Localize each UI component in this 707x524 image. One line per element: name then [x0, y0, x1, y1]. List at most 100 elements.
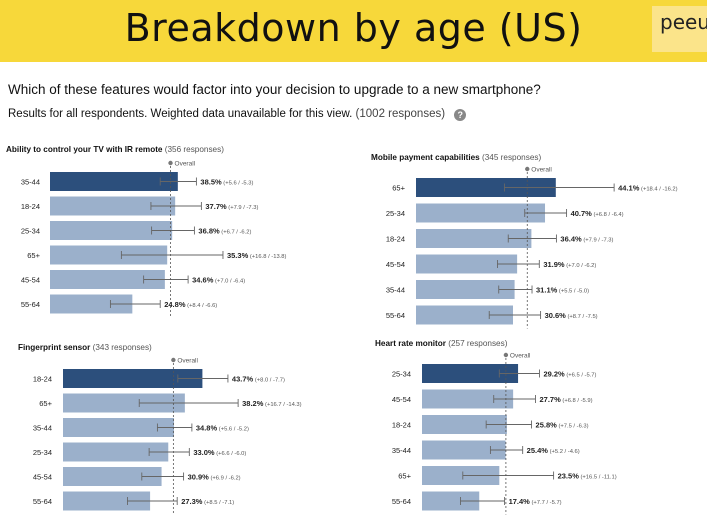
overall-label: Overall [175, 161, 196, 168]
age-label: 25-34 [21, 227, 40, 236]
value-percent: 29.2% [543, 370, 565, 379]
bar-45-54 [50, 270, 165, 289]
value-label: 36.8% (+6.7 / -6.2) [198, 227, 251, 236]
value-percent: 31.9% [543, 260, 565, 269]
age-label: 25-34 [33, 448, 52, 457]
age-label: 65+ [39, 399, 52, 408]
bar-25-34 [50, 221, 173, 240]
age-label: 35-44 [33, 424, 52, 433]
bar-65+ [422, 466, 500, 485]
bar-45-54 [422, 389, 514, 409]
value-label: 38.5% (+5.6 / -5.3) [200, 178, 253, 187]
value-percent: 27.3% [181, 497, 203, 506]
bar-45-54 [416, 254, 518, 274]
value-percent: 27.7% [540, 395, 562, 404]
age-label: 45-54 [392, 395, 411, 404]
chart-title-text: Heart rate monitor [375, 339, 447, 348]
error-label: (+7.0 / -6.4) [213, 279, 245, 285]
age-label: 65+ [392, 184, 405, 193]
chart-title-text: Mobile payment capabilities [371, 153, 480, 162]
overall-marker [168, 160, 173, 166]
chart-responses: (345 responses) [480, 153, 542, 162]
bar-65+ [63, 393, 185, 413]
bar-35-44 [50, 172, 178, 191]
age-label: 18-24 [386, 235, 405, 244]
value-label: 25.4% (+5.2 / -4.6) [527, 446, 580, 455]
value-label: 31.1% (+5.5 / -5.0) [536, 286, 589, 295]
bar-25-34 [63, 442, 169, 462]
overall-label: Overall [510, 353, 531, 360]
value-label: 38.2% (+16.7 / -14.3) [242, 399, 302, 408]
bar-18-24 [50, 196, 176, 216]
value-label: 27.7% (+6.8 / -5.9) [540, 395, 593, 404]
chart-title: Ability to control your TV with IR remot… [6, 145, 224, 154]
value-label: 44.1% (+18.4 / -16.2) [618, 184, 678, 193]
error-label: (+5.6 / -5.3) [222, 181, 254, 187]
error-label: (+7.5 / -6.3) [557, 424, 589, 430]
value-percent: 25.4% [527, 446, 549, 455]
value-label: 25.8% (+7.5 / -6.3) [536, 421, 589, 430]
bar-25-34 [422, 364, 519, 383]
value-label: 27.3% (+8.5 / -7.1) [181, 497, 234, 506]
value-label: 40.7% (+6.8 / -6.4) [571, 209, 624, 218]
bar-18-24 [416, 229, 532, 248]
value-label: 31.9% (+7.0 / -6.2) [543, 260, 596, 269]
results-note-text: Results for all respondents. Weighted da… [8, 108, 353, 120]
chart-title: Fingerprint sensor (343 responses) [18, 343, 152, 352]
error-label: (+8.5 / -7.1) [202, 500, 234, 506]
bar-18-24 [63, 369, 203, 388]
age-label: 55-64 [386, 311, 405, 320]
survey-question: Which of these features would factor int… [8, 82, 541, 97]
value-percent: 34.8% [196, 424, 218, 433]
value-label: 30.9% (+6.9 / -6.2) [188, 473, 241, 482]
value-percent: 25.8% [536, 421, 558, 430]
value-percent: 36.8% [198, 227, 220, 236]
overall-marker [525, 166, 530, 172]
value-percent: 36.4% [560, 235, 582, 244]
bar-65+ [50, 245, 168, 265]
error-label: (+7.0 / -6.2) [565, 263, 597, 269]
age-label: 55-64 [21, 300, 40, 309]
value-label: 34.6% (+7.0 / -6.4) [192, 276, 245, 285]
value-label: 33.0% (+6.6 / -6.0) [193, 448, 246, 457]
results-note: Results for all respondents. Weighted da… [8, 108, 467, 121]
error-label: (+8.7 / -7.5) [566, 314, 598, 320]
error-label: (+6.7 / -6.2) [220, 230, 252, 236]
chart-title-text: Fingerprint sensor [18, 343, 91, 352]
error-label: (+7.9 / -7.3) [582, 238, 614, 244]
overall-label: Overall [531, 167, 552, 174]
age-label: 35-44 [386, 286, 405, 295]
bar-55-64 [63, 491, 151, 511]
value-percent: 17.4% [509, 497, 531, 506]
value-label: 36.4% (+7.9 / -7.3) [560, 235, 613, 244]
value-percent: 40.7% [571, 209, 593, 218]
bar-25-34 [416, 203, 546, 223]
value-label: 37.7% (+7.9 / -7.3) [205, 202, 258, 211]
value-percent: 35.3% [227, 251, 249, 260]
help-icon[interactable]: ? [454, 109, 467, 121]
value-percent: 23.5% [558, 472, 580, 481]
error-label: (+7.7 / -5.7) [530, 500, 562, 506]
value-label: 17.4% (+7.7 / -5.7) [509, 497, 562, 506]
bar-55-64 [416, 305, 514, 325]
error-label: (+16.7 / -14.3) [263, 402, 301, 408]
value-label: 34.8% (+5.6 / -5.2) [196, 424, 249, 433]
error-label: (+5.6 / -5.2) [217, 427, 249, 433]
chart-responses: (343 responses) [90, 343, 152, 352]
chart-title-text: Ability to control your TV with IR remot… [6, 145, 163, 154]
age-label: 18-24 [392, 421, 411, 430]
age-label: 55-64 [392, 497, 411, 506]
age-label: 25-34 [386, 209, 405, 218]
age-label: 18-24 [33, 375, 52, 384]
error-label: (+8.0 / -7.7) [253, 378, 285, 384]
value-percent: 31.1% [536, 286, 558, 295]
value-percent: 44.1% [618, 184, 640, 193]
error-label: (+6.6 / -6.0) [215, 451, 247, 457]
age-label: 35-44 [21, 178, 40, 187]
error-label: (+6.5 / -5.7) [565, 373, 597, 379]
overall-label: Overall [177, 358, 198, 365]
age-label: 35-44 [392, 446, 411, 455]
age-label: 65+ [27, 251, 40, 260]
value-label: 29.2% (+6.5 / -5.7) [543, 370, 596, 379]
error-label: (+6.8 / -6.4) [592, 212, 624, 218]
